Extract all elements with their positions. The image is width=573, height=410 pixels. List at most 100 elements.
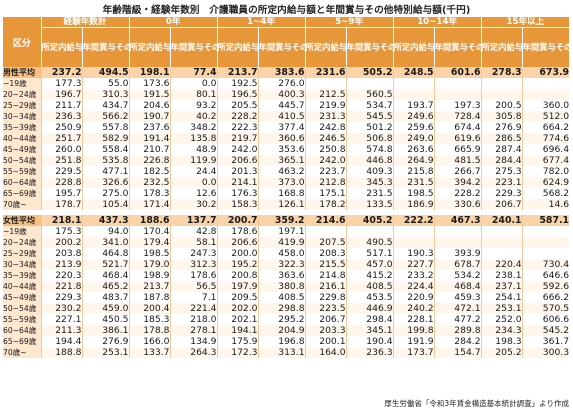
table-cell: [345, 226, 394, 237]
table-cell: [521, 237, 570, 248]
table-cell: 501.2: [345, 122, 394, 133]
table-cell: 305.8: [480, 111, 523, 122]
table-cell: 774.6: [521, 133, 570, 144]
table-cell: 506.8: [345, 133, 394, 144]
table-cell: 209.5: [216, 292, 259, 303]
table-cell: 230.2: [40, 303, 82, 314]
table-cell: [480, 226, 523, 237]
table-cell: 134.9: [169, 336, 218, 347]
table-cell: 222.3: [216, 122, 259, 133]
table-cell: 666.2: [521, 292, 570, 303]
row-label: 65~69歳: [3, 188, 41, 199]
row-label: 60~64歳: [3, 177, 41, 188]
table-cell: 326.6: [81, 177, 130, 188]
table-cell: 231.5: [392, 177, 435, 188]
table-cell: [392, 237, 435, 248]
table-cell: 408.5: [345, 281, 394, 292]
table-cell: 56.5: [169, 281, 218, 292]
table-cell: 172.3: [216, 347, 259, 358]
table-cell: 227.1: [40, 314, 82, 325]
table-cell: [433, 226, 482, 237]
table-cell: 203.3: [304, 325, 347, 336]
table-cell: 178.2: [304, 199, 347, 210]
table-cell: 386.1: [81, 325, 130, 336]
table-cell: 260.0: [40, 144, 82, 155]
table-cell: 545.2: [521, 325, 570, 336]
row-label: 30~34歳: [3, 259, 41, 270]
table-cell: 55.0: [81, 78, 130, 89]
table-cell: 298.4: [345, 314, 394, 325]
table-cell: 30.2: [169, 199, 218, 210]
table-row: 20~24歳 196.7 310.3 191.5 80.1 196.5 400.3 212.5…: [3, 89, 570, 100]
table-cell: [480, 89, 523, 100]
table-row: 25~29歳 203.8 464.8 198.5 247.3 200.0 458.0 208.…: [3, 248, 570, 259]
table-cell: 119.9: [169, 155, 218, 166]
table-row: ~19歳 175.3 94.0 170.4 42.8 178.6 197.1: [3, 226, 570, 237]
table-cell: 472.1: [433, 303, 482, 314]
row-label: 70歳~: [3, 347, 41, 358]
table-cell: 7.1: [169, 292, 218, 303]
table-cell: 242.8: [304, 122, 347, 133]
table-cell: 560.5: [345, 89, 394, 100]
table-cell: 170.4: [128, 226, 171, 237]
header-group-0: 0年: [128, 17, 218, 28]
table-cell: 198.1: [128, 67, 171, 78]
table-cell: 242.0: [304, 155, 347, 166]
row-label: 40~44歳: [3, 133, 41, 144]
table-cell: 24.4: [169, 166, 218, 177]
table-cell: 298.8: [257, 303, 306, 314]
table-cell: [521, 226, 570, 237]
table-cell: 190.3: [392, 248, 435, 259]
table-cell: 246.5: [304, 133, 347, 144]
table-cell: 186.9: [392, 199, 435, 210]
table-cell: [304, 226, 347, 237]
table-cell: 154.7: [433, 347, 482, 358]
table-cell: 276.9: [81, 336, 130, 347]
table-cell: 247.3: [169, 248, 218, 259]
table-cell: [433, 89, 482, 100]
table-cell: 253.1: [480, 303, 523, 314]
header-group-1-4: 1~4年: [216, 17, 306, 28]
table-cell: 137.7: [169, 215, 218, 226]
row-label: 25~29歳: [3, 100, 41, 111]
row-label: 50~54歳: [3, 303, 41, 314]
table-cell: 252.0: [480, 314, 523, 325]
table-cell: 490.5: [345, 237, 394, 248]
table-cell: 240.1: [480, 215, 523, 226]
table-cell: 677.4: [521, 155, 570, 166]
row-label: 35~39歳: [3, 270, 41, 281]
table-cell: 276.0: [257, 78, 306, 89]
table-row: 45~49歳 260.0 558.4 210.7 48.9 242.0 353.6 250.8…: [3, 144, 570, 155]
row-label: 65~69歳: [3, 336, 41, 347]
header-annual-bonus: 年間賞与その他特別給与額: [345, 27, 394, 67]
table-cell: [521, 89, 570, 100]
table-cell: 363.6: [257, 270, 306, 281]
table-cell: 673.9: [521, 67, 570, 78]
table-row: 40~44歳 251.7 582.9 191.4 135.8 219.7 360.6 246.…: [3, 133, 570, 144]
table-cell: 171.4: [128, 199, 171, 210]
row-label: 55~59歳: [3, 314, 41, 325]
table-cell: 80.1: [169, 89, 218, 100]
table-cell: 178.3: [128, 188, 171, 199]
table-cell: 238.1: [480, 270, 523, 281]
table-cell: 229.3: [480, 188, 523, 199]
table-cell: 313.1: [257, 347, 306, 358]
table-cell: 646.6: [521, 270, 570, 281]
table-cell: 254.1: [480, 292, 523, 303]
table-cell: 365.1: [257, 155, 306, 166]
table-cell: 405.2: [345, 215, 394, 226]
average-row: 女性平均 218.1 437.3 188.6 137.7 200.7 359.2 214.6 4…: [3, 215, 570, 226]
table-cell: 191.5: [128, 89, 171, 100]
table-cell: 223.7: [304, 166, 347, 177]
table-cell: 199.8: [392, 325, 435, 336]
table-row: 20~24歳 200.2 341.0 179.4 58.1 206.6 419.9 207.5…: [3, 237, 570, 248]
row-label: 45~49歳: [3, 144, 41, 155]
table-cell: [433, 237, 482, 248]
table-cell: 77.4: [169, 67, 218, 78]
table-cell: 250.9: [40, 122, 82, 133]
table-row: 70歳~ 188.8 253.1 133.7 264.3 172.3 313.1 164.0 2…: [3, 347, 570, 358]
table-cell: 201.3: [216, 166, 259, 177]
source-note: 厚生労働省「令和3年賃金構造基本統計調査」より作成: [384, 399, 569, 408]
table-row: 55~59歳 229.5 477.1 182.5 24.4 201.3 463.2 223.7…: [3, 166, 570, 177]
